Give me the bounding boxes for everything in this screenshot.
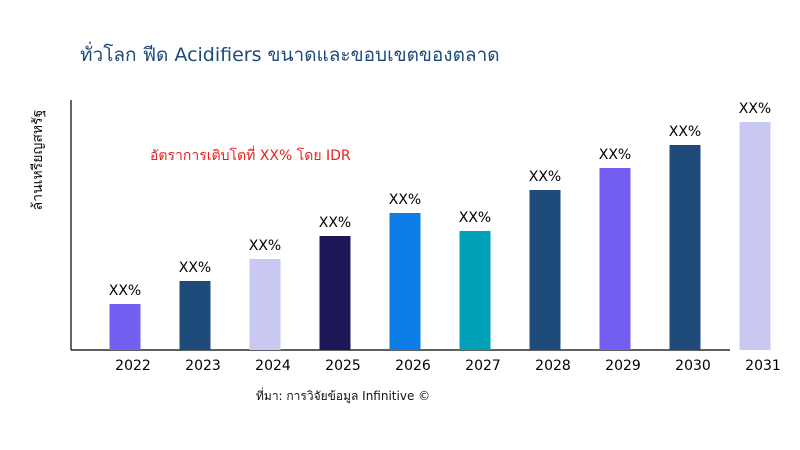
data-label-2024: XX% [249, 238, 281, 254]
x-tick-label-2022: 2022 [115, 358, 151, 374]
bar-2029 [599, 168, 631, 350]
x-tick-label-2024: 2024 [255, 358, 291, 374]
bar-2026 [389, 213, 421, 350]
data-label-2023: XX% [179, 260, 211, 276]
data-label-2022: XX% [109, 283, 141, 299]
x-tick-label-2030: 2030 [675, 358, 711, 374]
bar-2028 [529, 190, 561, 350]
data-label-2025: XX% [319, 215, 351, 231]
bar-2022 [109, 304, 141, 350]
chart-title: ทั่วโลก ฟีด Acidifiers ขนาดและขอบเขตของต… [80, 44, 500, 66]
x-tick-label-2023: 2023 [185, 358, 221, 374]
data-label-2031: XX% [739, 101, 771, 117]
x-tick-label-2025: 2025 [325, 358, 361, 374]
bar-2024 [249, 259, 281, 350]
data-label-2029: XX% [599, 147, 631, 163]
bar-2027 [459, 231, 491, 350]
source-note: ที่มา: การวิจัยข้อมูล Infinitive © [256, 389, 431, 403]
data-label-2026: XX% [389, 192, 421, 208]
data-label-2030: XX% [669, 124, 701, 140]
data-label-2027: XX% [459, 210, 491, 226]
x-tick-label-2029: 2029 [605, 358, 641, 374]
growth-rate-annotation: อัตราการเติบโตที่ XX% โดย IDR [150, 148, 351, 164]
x-tick-label-2031: 2031 [745, 358, 781, 374]
bar-2023 [179, 281, 211, 350]
x-tick-label-2027: 2027 [465, 358, 501, 374]
data-label-2028: XX% [529, 169, 561, 185]
bar-2030 [669, 145, 701, 350]
bar-2025 [319, 236, 351, 350]
x-tick-label-2028: 2028 [535, 358, 571, 374]
x-tick-label-2026: 2026 [395, 358, 431, 374]
bar-2031 [739, 122, 771, 350]
